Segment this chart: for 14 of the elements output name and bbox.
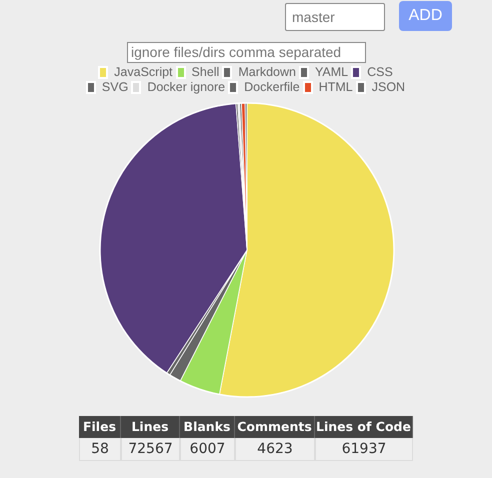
legend-label: JSON [372,80,406,95]
legend-label: Dockerfile [244,80,300,95]
legend-label: JavaScript [114,65,173,80]
legend-label: SVG [102,80,128,95]
legend-label: Docker ignore [147,80,226,95]
button: ADD [399,1,452,31]
legend-label: YAML [315,65,348,80]
legend-label: Markdown [238,65,296,80]
legend-label: CSS [367,65,393,80]
text-field: master [285,3,385,31]
legend-label: HTML [318,80,353,95]
summary-table: Files Lines Blanks Comments Lines of Code 58 72567 6007 4623 61937 [79,416,413,461]
text-field: ignore files/dirs comma separated [127,42,366,63]
legend-label: Shell [192,65,220,80]
